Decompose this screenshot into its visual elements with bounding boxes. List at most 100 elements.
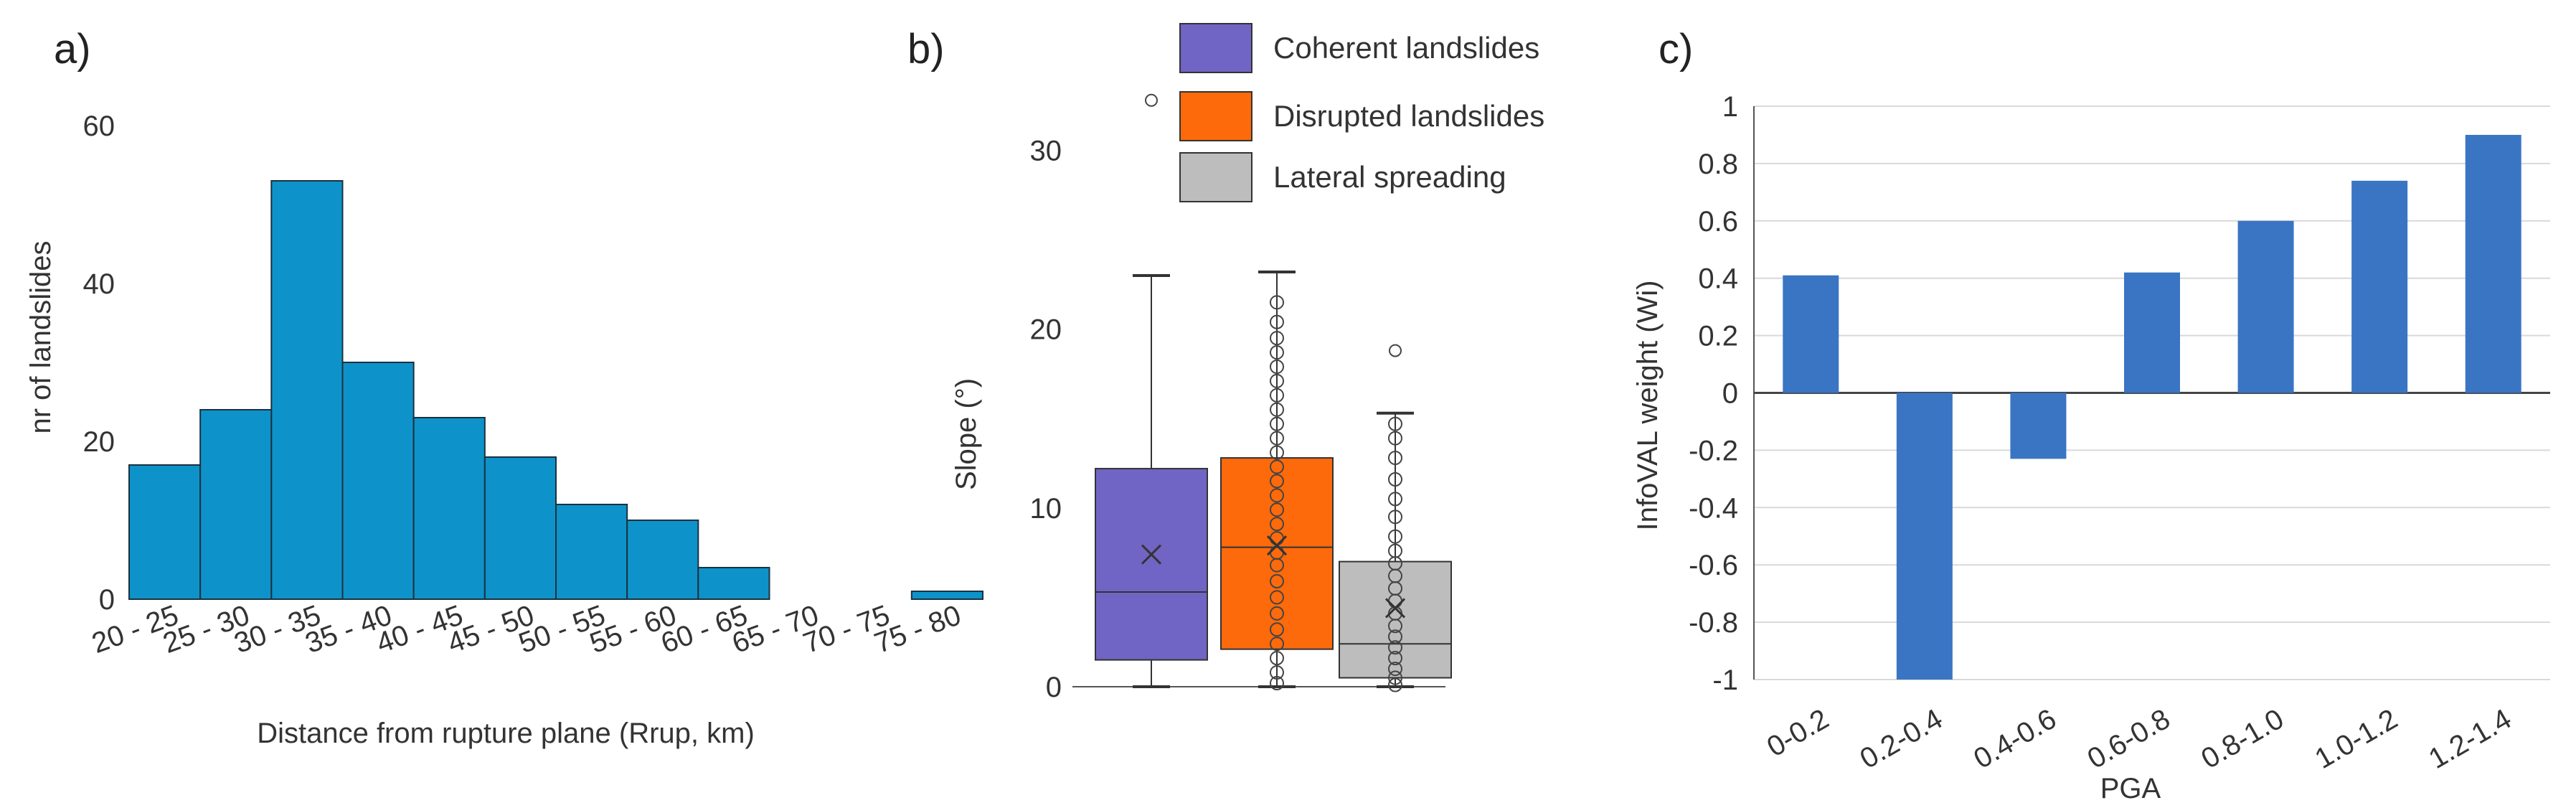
panel-c-y-tick-label: -0.8 bbox=[1689, 607, 1738, 639]
data-point bbox=[1270, 590, 1284, 605]
data-point bbox=[1388, 543, 1402, 558]
data-point bbox=[1388, 431, 1402, 446]
panel-b-label: b) bbox=[907, 26, 945, 72]
legend-label: Disrupted landslides bbox=[1273, 99, 1544, 133]
data-point bbox=[1388, 670, 1402, 685]
panel-c-y-tick-label: 0.6 bbox=[1698, 206, 1738, 238]
panel-a-bar bbox=[483, 456, 557, 600]
panel-c-y-tick-label: -0.2 bbox=[1689, 435, 1738, 466]
data-point bbox=[1388, 416, 1402, 431]
mean-marker bbox=[1384, 598, 1406, 619]
iqr-box bbox=[1220, 457, 1334, 650]
panel-c-label: c) bbox=[1659, 26, 1693, 72]
panel-c-x-axis-title: PGA bbox=[2100, 773, 2161, 804]
data-point bbox=[1388, 529, 1402, 544]
data-point bbox=[1388, 640, 1402, 655]
data-point bbox=[1270, 416, 1284, 431]
panel-b-box-1 bbox=[1095, 93, 1208, 688]
data-point bbox=[1270, 636, 1284, 652]
data-point bbox=[1270, 474, 1284, 489]
panel-a-y-tick-label: 0 bbox=[99, 584, 115, 616]
data-point bbox=[1270, 431, 1284, 446]
data-point bbox=[1270, 488, 1284, 503]
panel-c-y-tick-label: 0 bbox=[1722, 378, 1738, 410]
panel-a-bar bbox=[341, 362, 415, 600]
legend-swatch bbox=[1179, 91, 1252, 141]
panel-a-y-tick-label: 60 bbox=[83, 111, 115, 142]
data-point bbox=[1270, 345, 1284, 360]
panel-b-boxplot: b) 0 10 20 30 Slope (°) Coherent landslides… bbox=[907, 23, 1544, 703]
panel-a-y-axis-title: nr of landslides bbox=[25, 240, 57, 433]
data-point bbox=[1270, 402, 1284, 417]
data-point bbox=[1270, 574, 1284, 589]
panel-b-y-tick-label: 0 bbox=[1046, 672, 1062, 703]
data-point bbox=[1388, 492, 1402, 507]
panel-c-y-tick-label: -1 bbox=[1712, 664, 1738, 696]
panel-c-y-tick-label: -0.4 bbox=[1689, 492, 1738, 524]
outlier-point bbox=[1145, 93, 1158, 107]
panel-c-y-tick-label: 0.8 bbox=[1698, 149, 1738, 180]
panel-c-y-axis-title: InfoVAL weight (Wi) bbox=[1632, 280, 1664, 530]
data-point bbox=[1270, 373, 1284, 388]
panel-c-x-tick-label: 1.0-1.2 bbox=[2310, 703, 2403, 775]
panel-a-bar bbox=[199, 409, 273, 600]
panel-a-bar bbox=[270, 180, 344, 600]
data-point bbox=[1270, 651, 1284, 666]
data-point bbox=[1270, 360, 1284, 375]
legend-label: Coherent landslides bbox=[1273, 31, 1539, 65]
data-point bbox=[1270, 459, 1284, 474]
mean-marker bbox=[1266, 535, 1288, 556]
data-point bbox=[1270, 387, 1284, 403]
panel-a-bar bbox=[412, 417, 486, 600]
panel-c-y-tick-label: 0.2 bbox=[1698, 321, 1738, 352]
panel-c-bar bbox=[1896, 393, 1953, 680]
legend-label: Lateral spreading bbox=[1273, 160, 1506, 194]
iqr-box bbox=[1095, 468, 1208, 661]
panel-b-y-tick-label: 20 bbox=[1030, 314, 1062, 346]
legend-swatch bbox=[1179, 23, 1252, 73]
data-point bbox=[1388, 451, 1402, 466]
panel-a-bar bbox=[910, 591, 984, 600]
panel-a-bar bbox=[555, 504, 628, 600]
panel-c-y-tick-label: 1 bbox=[1722, 91, 1738, 123]
data-point bbox=[1270, 445, 1284, 460]
panel-c-bar bbox=[2465, 134, 2521, 393]
outlier-point bbox=[1389, 344, 1402, 357]
panel-b-box-2 bbox=[1220, 270, 1334, 691]
data-point bbox=[1270, 295, 1284, 310]
data-point bbox=[1388, 629, 1402, 644]
panel-c-bar bbox=[2237, 220, 2294, 393]
data-point bbox=[1388, 677, 1402, 692]
panel-c-bar-chart: c) 10.80.60.40.20-0.2-0.4-0.6-0.8-1 0-0.… bbox=[1632, 26, 2550, 804]
data-point bbox=[1270, 314, 1284, 329]
data-point bbox=[1270, 676, 1284, 691]
data-point bbox=[1388, 471, 1402, 487]
panel-c-bar bbox=[2124, 272, 2180, 393]
panel-c-y-tick-label: 0.4 bbox=[1698, 263, 1738, 295]
data-point bbox=[1270, 606, 1284, 621]
panel-c-bar bbox=[2351, 180, 2408, 393]
data-point bbox=[1388, 509, 1402, 525]
data-point bbox=[1270, 665, 1284, 680]
panel-b-y-axis-title: Slope (°) bbox=[950, 378, 982, 490]
panel-a-bar bbox=[697, 567, 770, 600]
data-point bbox=[1388, 651, 1402, 666]
panel-c-x-tick-label: 0-0.2 bbox=[1762, 703, 1834, 764]
panel-a-y-tick-label: 20 bbox=[83, 426, 115, 458]
panel-a-y-tick-label: 40 bbox=[83, 268, 115, 300]
data-point bbox=[1270, 517, 1284, 532]
panel-c-bar bbox=[1783, 275, 1839, 393]
panel-c-x-tick-label: 0.6-0.8 bbox=[2082, 703, 2176, 775]
panel-c-x-tick-label: 1.2-1.4 bbox=[2423, 703, 2516, 775]
panel-c-x-tick-label: 0.2-0.4 bbox=[1855, 703, 1948, 775]
legend-swatch bbox=[1179, 152, 1252, 202]
panel-b-box-3 bbox=[1339, 344, 1452, 692]
panel-b-y-tick-label: 10 bbox=[1030, 493, 1062, 525]
mean-marker bbox=[1141, 544, 1162, 565]
panel-c-y-tick-label: -0.6 bbox=[1689, 550, 1738, 581]
panel-a-bar bbox=[128, 464, 202, 600]
panel-b-legend: Coherent landslides Disrupted landslides L… bbox=[1179, 23, 1544, 202]
panel-c-x-tick-label: 0.4-0.6 bbox=[1968, 703, 2062, 775]
